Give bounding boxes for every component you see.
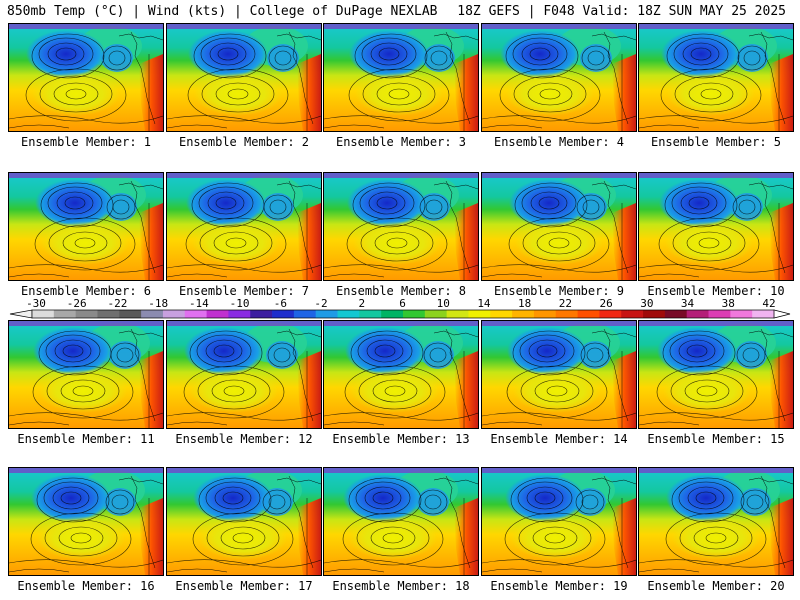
- colorbar-tick-label: -18: [148, 298, 168, 310]
- ensemble-map-panel: [166, 467, 322, 576]
- colorbar-swatch: [555, 310, 578, 318]
- colorbar-swatch: [730, 310, 753, 318]
- colorbar-swatch: [381, 310, 404, 318]
- colorbar-tick-label: -10: [230, 298, 250, 310]
- ensemble-map-panel: [323, 320, 479, 429]
- ensemble-map-panel: [323, 172, 479, 281]
- colorbar-tick-label: 2: [358, 298, 365, 310]
- run-info: 18Z GEFS | F048 Valid: 18Z SUN MAY 25 20…: [457, 4, 786, 19]
- member-caption: Ensemble Member: 3: [335, 135, 467, 149]
- colorbar-swatch: [708, 310, 731, 318]
- colorbar-swatch: [315, 310, 338, 318]
- colorbar-swatch: [424, 310, 448, 318]
- colorbar-swatch: [359, 310, 382, 318]
- colorbar-swatch: [752, 310, 775, 318]
- ensemble-map-panel: [166, 172, 322, 281]
- ensemble-map-panel: [638, 467, 794, 576]
- colorbar-swatch: [293, 310, 317, 318]
- colorbar-swatch: [119, 310, 142, 318]
- member-caption: Ensemble Member: 4: [493, 135, 625, 149]
- member-caption: Ensemble Member: 5: [650, 135, 782, 149]
- colorbar-tick-label: 30: [640, 298, 653, 310]
- ensemble-map-panel: [638, 23, 794, 132]
- member-caption: Ensemble Member: 10: [647, 284, 785, 298]
- member-caption: Ensemble Member: 19: [490, 579, 628, 593]
- chart-title: 850mb Temp (°C) | Wind (kts) | College o…: [7, 4, 438, 19]
- ensemble-map-panel: [323, 467, 479, 576]
- member-caption: Ensemble Member: 6: [20, 284, 152, 298]
- colorbar-swatch: [162, 310, 186, 318]
- ensemble-map-panel: [8, 23, 164, 132]
- colorbar-tick-label: 10: [437, 298, 450, 310]
- member-caption: Ensemble Member: 15: [647, 432, 785, 446]
- ensemble-map-panel: [481, 320, 637, 429]
- colorbar-swatch: [206, 310, 229, 318]
- colorbar-swatch: [533, 310, 557, 318]
- colorbar-swatch: [272, 310, 295, 318]
- colorbar-tick-label: -2: [314, 298, 327, 310]
- member-caption: Ensemble Member: 14: [490, 432, 628, 446]
- colorbar-swatch: [337, 310, 360, 318]
- colorbar-tick-label: -14: [189, 298, 209, 310]
- colorbar-swatch: [621, 310, 644, 318]
- member-caption: Ensemble Member: 2: [178, 135, 310, 149]
- colorbar-swatch: [97, 310, 120, 318]
- colorbar-tick-label: 26: [599, 298, 612, 310]
- colorbar-swatch: [141, 310, 164, 318]
- colorbar-max-arrow: [773, 309, 791, 319]
- member-caption: Ensemble Member: 13: [332, 432, 470, 446]
- colorbar-swatch: [446, 310, 469, 318]
- colorbar-swatch: [643, 310, 666, 318]
- member-caption: Ensemble Member: 9: [493, 284, 625, 298]
- colorbar-swatch: [686, 310, 709, 318]
- colorbar-swatch: [250, 310, 273, 318]
- colorbar-tick-label: 18: [518, 298, 531, 310]
- member-caption: Ensemble Member: 8: [335, 284, 467, 298]
- ensemble-map-panel: [8, 172, 164, 281]
- colorbar-swatch: [32, 310, 55, 318]
- ensemble-map-panel: [166, 23, 322, 132]
- member-caption: Ensemble Member: 18: [332, 579, 470, 593]
- colorbar-tick-label: 22: [559, 298, 572, 310]
- colorbar-tick-label: -30: [26, 298, 46, 310]
- colorbar-tick-label: -22: [108, 298, 128, 310]
- ensemble-map-panel: [8, 320, 164, 429]
- ensemble-map-panel: [481, 467, 637, 576]
- ensemble-map-panel: [166, 320, 322, 429]
- colorbar-tick-label: 34: [681, 298, 695, 310]
- member-caption: Ensemble Member: 17: [175, 579, 313, 593]
- colorbar-min-arrow: [9, 309, 33, 319]
- colorbar-tick-label: 6: [399, 298, 406, 310]
- colorbar-swatch: [577, 310, 600, 318]
- colorbar-swatch: [228, 310, 251, 318]
- member-caption: Ensemble Member: 12: [175, 432, 313, 446]
- member-caption: Ensemble Member: 1: [20, 135, 152, 149]
- ensemble-map-panel: [8, 467, 164, 576]
- colorbar-tick-label: -26: [67, 298, 87, 310]
- colorbar-swatch: [664, 310, 688, 318]
- colorbar-tick-label: -6: [274, 298, 287, 310]
- colorbar-swatch: [403, 310, 426, 318]
- colorbar-swatch: [468, 310, 491, 318]
- ensemble-map-panel: [638, 172, 794, 281]
- member-caption: Ensemble Member: 20: [647, 579, 785, 593]
- member-caption: Ensemble Member: 7: [178, 284, 310, 298]
- colorbar-swatch: [512, 310, 535, 318]
- member-caption: Ensemble Member: 16: [17, 579, 155, 593]
- colorbar-swatch: [53, 310, 77, 318]
- colorbar-tick-label: 42: [762, 298, 775, 310]
- ensemble-map-panel: [481, 23, 637, 132]
- member-caption: Ensemble Member: 11: [17, 432, 155, 446]
- colorbar-swatch: [184, 310, 207, 318]
- ensemble-map-panel: [638, 320, 794, 429]
- temperature-colorbar: -30 -26 -22 -18 -14 -10 -6 -2 2 6 10 14 18 22 26 30 34 38…: [9, 298, 791, 319]
- colorbar-tick-label: 14: [477, 298, 491, 310]
- colorbar-outline: [31, 309, 775, 319]
- ensemble-map-panel: [323, 23, 479, 132]
- colorbar-tick-label: 38: [722, 298, 735, 310]
- colorbar-swatch: [75, 310, 98, 318]
- colorbar-swatch: [599, 310, 622, 318]
- colorbar-swatch: [490, 310, 513, 318]
- ensemble-map-panel: [481, 172, 637, 281]
